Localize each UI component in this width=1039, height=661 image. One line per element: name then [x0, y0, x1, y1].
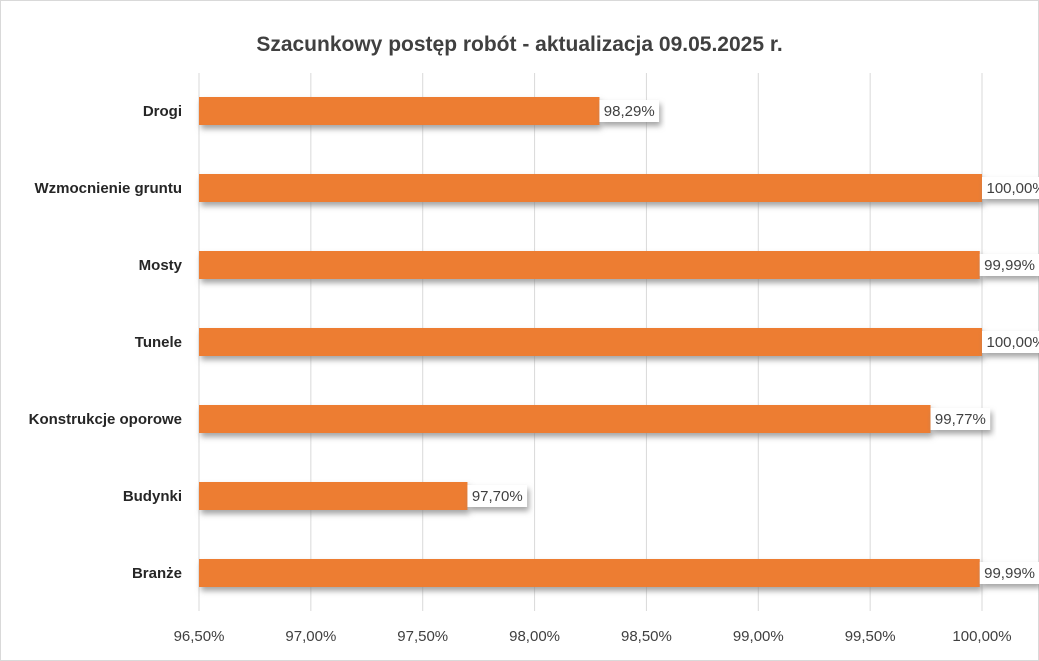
category-label: Branże — [132, 565, 182, 582]
x-tick-label: 96,50% — [174, 628, 225, 645]
x-tick-label: 99,50% — [845, 628, 896, 645]
data-label-box — [467, 485, 528, 507]
data-label-box — [599, 100, 660, 122]
x-tick-label: 97,00% — [285, 628, 336, 645]
x-tick-label: 98,50% — [621, 628, 672, 645]
data-label: 99,99% — [984, 565, 1035, 582]
bar — [199, 174, 982, 202]
data-label: 100,00% — [986, 180, 1039, 197]
bar — [199, 559, 980, 587]
data-label-box — [979, 254, 1039, 276]
category-labels: Drogi Wzmocnienie gruntu Mosty Tunele Konstr… — [29, 103, 183, 582]
bar — [199, 251, 980, 279]
bar — [199, 97, 600, 125]
bar — [199, 405, 931, 433]
bar — [199, 482, 468, 510]
category-label: Mosty — [139, 257, 183, 274]
data-label-box — [982, 177, 1039, 199]
category-label: Tunele — [135, 334, 182, 351]
data-label: 97,70% — [472, 488, 523, 505]
bars — [199, 97, 982, 587]
data-label: 99,99% — [984, 257, 1035, 274]
category-label: Wzmocnienie gruntu — [35, 180, 183, 197]
data-label: 98,29% — [604, 103, 655, 120]
data-label: 100,00% — [986, 334, 1039, 351]
data-label: 99,77% — [935, 411, 986, 428]
chart-title: Szacunkowy postęp robót - aktualizacja 0… — [256, 33, 783, 56]
category-label: Budynki — [123, 488, 182, 505]
x-tick-label: 98,00% — [509, 628, 560, 645]
data-label-box — [979, 562, 1039, 584]
data-labels: 98,29% 100,00% 99,99% 100,00% 99,77% 97,70% 99… — [467, 100, 1039, 584]
data-label-box — [982, 331, 1039, 353]
category-label: Drogi — [143, 103, 182, 120]
bar — [199, 328, 982, 356]
x-tick-labels: 96,50% 97,00% 97,50% 98,00% 98,50% 99,00% 99,5… — [174, 628, 1012, 645]
data-label-box — [930, 408, 991, 430]
category-label: Konstrukcje oporowe — [29, 411, 182, 428]
x-tick-label: 99,00% — [733, 628, 784, 645]
x-tick-label: 97,50% — [397, 628, 448, 645]
x-tick-label: 100,00% — [952, 628, 1011, 645]
